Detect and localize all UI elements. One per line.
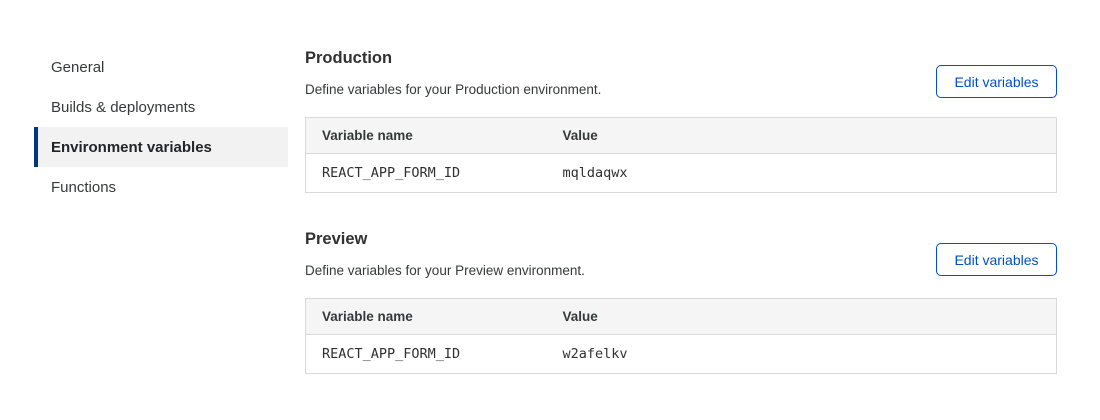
variable-name-cell: REACT_APP_FORM_ID [305, 153, 547, 193]
variable-value-cell: w2afelkv [546, 334, 1057, 374]
sidebar-item-functions[interactable]: Functions [34, 167, 288, 207]
production-section-description: Define variables for your Production env… [305, 82, 602, 97]
environment-variables-panel: Production Define variables for your Pro… [305, 0, 1057, 420]
table-row: REACT_APP_FORM_ID w2afelkv [305, 334, 1057, 374]
preview-section-title: Preview [305, 230, 368, 248]
sidebar-item-label: Functions [51, 178, 117, 196]
variable-value-cell: mqldaqwx [546, 153, 1057, 193]
edit-variables-button-preview[interactable]: Edit variables [936, 243, 1057, 276]
table-row: REACT_APP_FORM_ID mqldaqwx [305, 153, 1057, 193]
preview-variables-table: Variable name Value REACT_APP_FORM_ID w2… [305, 298, 1057, 374]
column-header-variable-name: Variable name [305, 298, 547, 335]
sidebar-item-label: Builds & deployments [51, 98, 196, 116]
table-header-row: Variable name Value [305, 117, 1057, 154]
production-variables-table: Variable name Value REACT_APP_FORM_ID mq… [305, 117, 1057, 193]
column-header-value: Value [546, 117, 1057, 154]
sidebar-item-general[interactable]: General [34, 47, 288, 87]
production-section-title: Production [305, 49, 393, 67]
sidebar-item-label: Environment variables [51, 138, 212, 156]
preview-section-description: Define variables for your Preview enviro… [305, 263, 585, 278]
variable-name-cell: REACT_APP_FORM_ID [305, 334, 547, 374]
edit-variables-button-production[interactable]: Edit variables [936, 65, 1057, 98]
sidebar-item-label: General [51, 58, 105, 76]
table-header-row: Variable name Value [305, 298, 1057, 335]
sidebar-item-builds-deployments[interactable]: Builds & deployments [34, 87, 288, 127]
column-header-value: Value [546, 298, 1057, 335]
column-header-variable-name: Variable name [305, 117, 547, 154]
sidebar-item-environment-variables[interactable]: Environment variables [34, 127, 288, 167]
settings-sidebar: General Builds & deployments Environment… [34, 47, 288, 207]
